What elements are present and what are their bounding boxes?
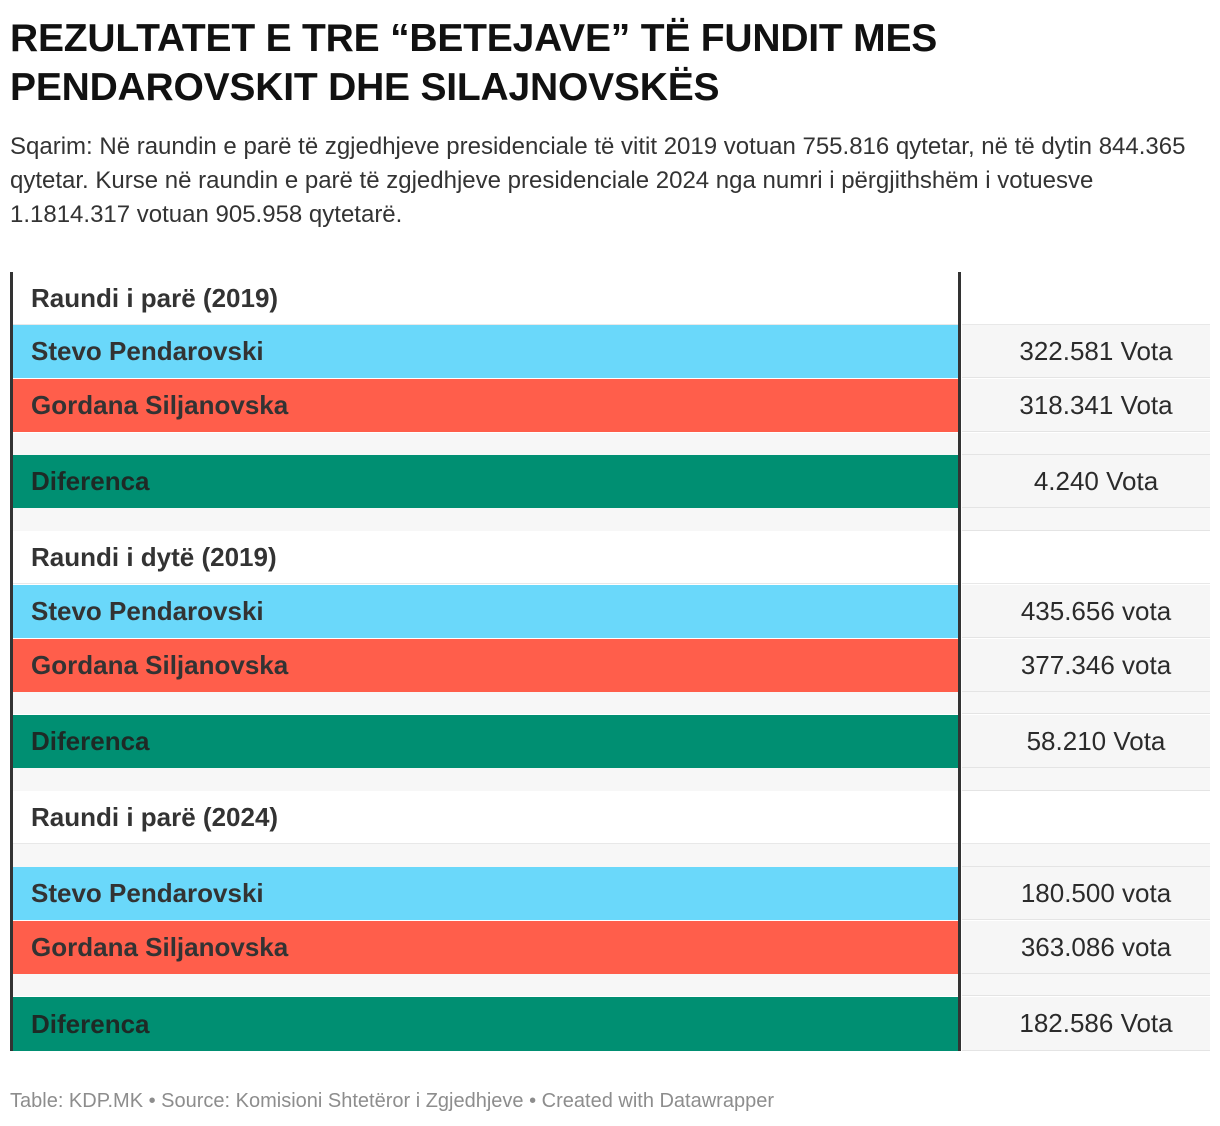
chart-subtitle: Sqarim: Në raundin e parë të zgjedhjeve … — [10, 133, 1186, 228]
table-row: Gordana Siljanovska 377.346 vota — [10, 639, 1210, 692]
section-heading: Raundi i parë (2019) — [10, 272, 960, 325]
footer-credits: Table: KDP.MK • Source: Komisioni Shtetë… — [10, 1090, 774, 1112]
table-row: Diferenca 4.240 Vota — [10, 455, 1210, 508]
row-value: 58.210 Vota — [962, 715, 1210, 768]
row-value: 318.341 Vota — [962, 379, 1210, 432]
row-label: Diferenca — [10, 455, 960, 508]
section-heading-row: Raundi i dytë (2019) — [10, 531, 1210, 584]
section-heading: Raundi i dytë (2019) — [10, 531, 960, 584]
table-row: Diferenca 58.210 Vota — [10, 715, 1210, 768]
table-row: Gordana Siljanovska 363.086 vota — [10, 921, 1210, 974]
row-label: Diferenca — [10, 997, 960, 1051]
spacer-row — [10, 844, 1210, 867]
table-row: Stevo Pendarovski 435.656 vota — [10, 585, 1210, 638]
title-line-1: REZULTATET E TRE “BETEJAVE” TË FUNDIT ME… — [10, 17, 938, 60]
section-heading-row: Raundi i parë (2024) — [10, 791, 1210, 844]
row-label: Gordana Siljanovska — [10, 921, 960, 974]
row-value: 363.086 vota — [962, 921, 1210, 974]
table-row: Gordana Siljanovska 318.341 Vota — [10, 379, 1210, 432]
chart-title: REZULTATET E TRE “BETEJAVE” TË FUNDIT ME… — [10, 14, 1200, 112]
spacer-row — [10, 508, 1210, 531]
row-value: 435.656 vota — [962, 585, 1210, 638]
section-heading-row: Raundi i parë (2019) — [10, 272, 1210, 325]
row-value: 377.346 vota — [962, 639, 1210, 692]
section-heading: Raundi i parë (2024) — [10, 791, 960, 844]
row-value: 182.586 Vota — [962, 997, 1210, 1051]
row-value: 4.240 Vota — [962, 455, 1210, 508]
row-value: 322.581 Vota — [962, 325, 1210, 378]
row-label: Diferenca — [10, 715, 960, 768]
column-divider-line — [958, 272, 961, 1051]
table-row: Diferenca 182.586 Vota — [10, 997, 1210, 1051]
title-line-2: PENDAROVSKIT DHE SILAJNOVSKËS — [10, 66, 720, 109]
spacer-row — [10, 768, 1210, 791]
left-divider-line — [10, 272, 13, 1051]
row-value: 180.500 vota — [962, 867, 1210, 920]
spacer-row — [10, 433, 1210, 455]
spacer-row — [10, 692, 1210, 714]
row-label: Stevo Pendarovski — [10, 325, 960, 378]
results-table: Raundi i parë (2019) Stevo Pendarovski 3… — [10, 272, 1210, 1051]
row-label: Gordana Siljanovska — [10, 379, 960, 432]
spacer-row — [10, 974, 1210, 996]
row-label: Stevo Pendarovski — [10, 585, 960, 638]
table-row: Stevo Pendarovski 180.500 vota — [10, 867, 1210, 920]
row-label: Stevo Pendarovski — [10, 867, 960, 920]
table-row: Stevo Pendarovski 322.581 Vota — [10, 325, 1210, 378]
row-label: Gordana Siljanovska — [10, 639, 960, 692]
